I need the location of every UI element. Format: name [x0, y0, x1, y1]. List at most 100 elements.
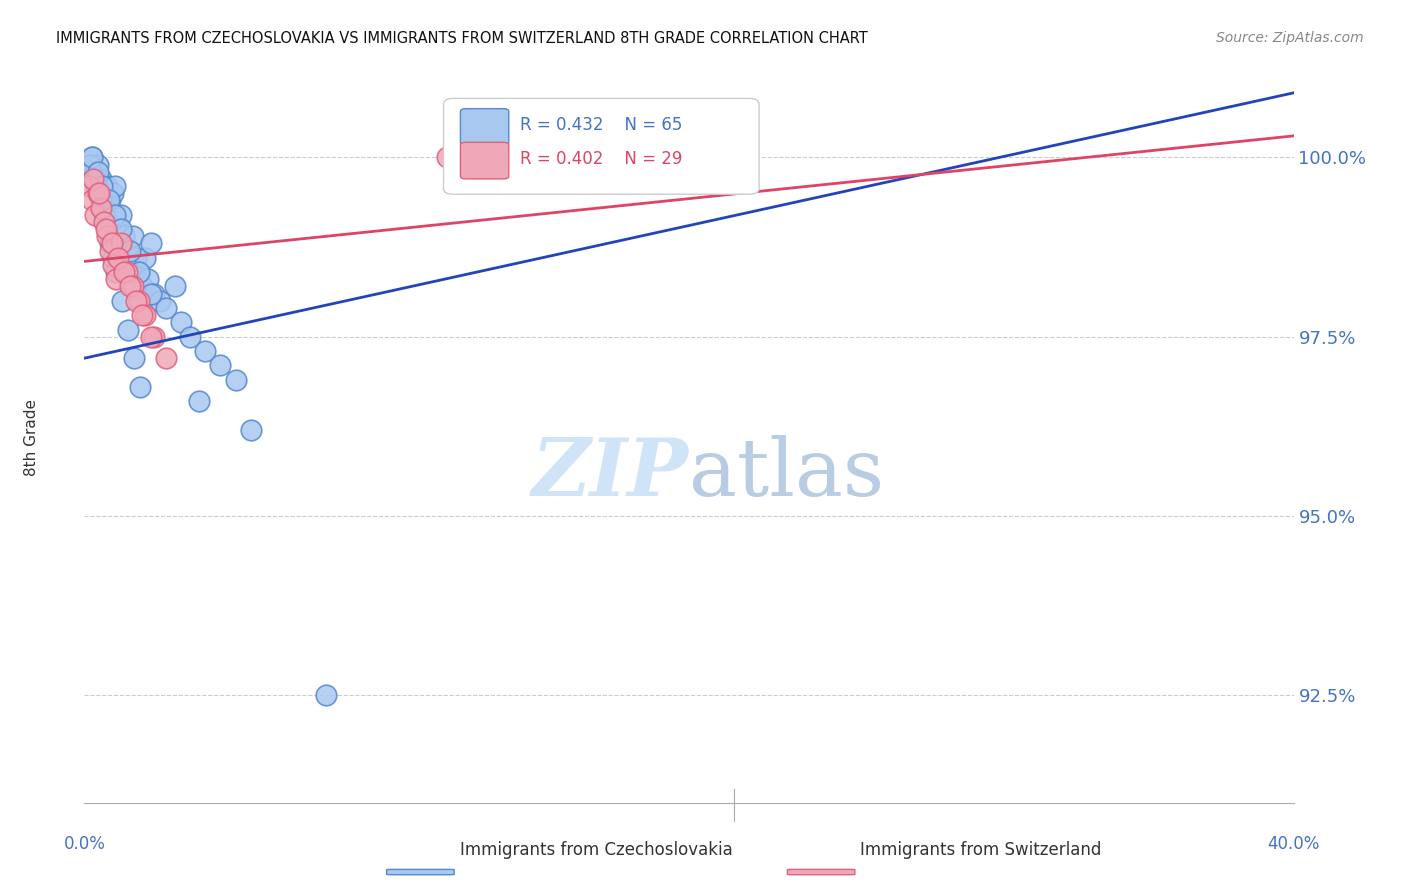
Point	[209, 359, 232, 373]
Text: IMMIGRANTS FROM CZECHOSLOVAKIA VS IMMIGRANTS FROM SWITZERLAND 8TH GRADE CORRELAT: IMMIGRANTS FROM CZECHOSLOVAKIA VS IMMIGR…	[56, 31, 868, 46]
Point	[155, 351, 177, 366]
Point	[79, 158, 101, 172]
Point	[104, 179, 127, 194]
Point	[136, 272, 159, 286]
FancyBboxPatch shape	[460, 109, 509, 145]
Point	[90, 172, 112, 186]
Point	[139, 286, 162, 301]
Point	[104, 208, 127, 222]
Point	[93, 208, 115, 222]
Point	[118, 279, 141, 293]
Point	[112, 229, 135, 244]
Point	[86, 179, 108, 194]
Point	[96, 229, 118, 244]
Point	[98, 236, 121, 251]
Point	[111, 293, 134, 308]
Text: 40.0%: 40.0%	[1267, 835, 1320, 853]
Point	[122, 351, 145, 366]
Point	[107, 222, 129, 236]
Point	[77, 179, 100, 194]
Point	[80, 150, 103, 164]
Point	[100, 236, 122, 251]
Point	[128, 293, 150, 308]
FancyBboxPatch shape	[387, 870, 454, 875]
Point	[101, 186, 124, 201]
Point	[110, 222, 132, 236]
Point	[87, 158, 110, 172]
Point	[93, 201, 115, 215]
Text: 8th Grade: 8th Grade	[24, 399, 39, 475]
Point	[89, 186, 111, 201]
Point	[139, 329, 162, 343]
Point	[121, 229, 143, 244]
Point	[179, 329, 201, 343]
Text: R = 0.432    N = 65: R = 0.432 N = 65	[520, 116, 682, 134]
Point	[107, 251, 129, 265]
Point	[79, 165, 101, 179]
Point	[89, 186, 111, 201]
Point	[121, 279, 143, 293]
Point	[110, 236, 132, 251]
Point	[112, 265, 135, 279]
Point	[115, 265, 138, 279]
Point	[139, 236, 162, 251]
Point	[91, 179, 114, 194]
Point	[82, 172, 104, 186]
Point	[96, 179, 118, 194]
Point	[436, 150, 458, 164]
Point	[155, 301, 177, 315]
Point	[225, 373, 247, 387]
Point	[134, 308, 156, 322]
Point	[101, 258, 124, 272]
Point	[105, 265, 128, 279]
Point	[96, 222, 118, 236]
Point	[110, 208, 132, 222]
Text: Source: ZipAtlas.com: Source: ZipAtlas.com	[1216, 31, 1364, 45]
Point	[91, 194, 114, 208]
Point	[84, 172, 107, 186]
Point	[117, 322, 139, 336]
Point	[80, 150, 103, 164]
FancyBboxPatch shape	[460, 143, 509, 179]
Point	[97, 201, 120, 215]
Point	[142, 329, 165, 343]
Point	[87, 186, 110, 201]
Point	[80, 194, 103, 208]
Point	[128, 265, 150, 279]
Point	[165, 279, 187, 293]
Point	[131, 279, 153, 293]
Point	[82, 172, 104, 186]
Point	[93, 215, 115, 229]
Point	[188, 394, 211, 409]
Text: atlas: atlas	[689, 434, 884, 513]
Point	[105, 215, 128, 229]
Point	[648, 165, 671, 179]
Point	[101, 251, 124, 265]
Point	[77, 158, 100, 172]
Point	[170, 315, 193, 329]
Text: Immigrants from Czechoslovakia: Immigrants from Czechoslovakia	[460, 841, 733, 859]
Text: ZIP: ZIP	[531, 435, 689, 512]
Point	[105, 272, 128, 286]
Text: R = 0.402    N = 29: R = 0.402 N = 29	[520, 150, 682, 168]
Point	[118, 244, 141, 258]
Point	[94, 186, 117, 201]
Point	[194, 344, 217, 359]
Point	[98, 194, 121, 208]
Point	[90, 201, 112, 215]
Point	[131, 308, 153, 322]
Point	[239, 423, 262, 437]
Text: Immigrants from Switzerland: Immigrants from Switzerland	[860, 841, 1102, 859]
Point	[129, 380, 152, 394]
Point	[90, 194, 112, 208]
Point	[125, 293, 148, 308]
Point	[118, 258, 141, 272]
Point	[100, 208, 122, 222]
Point	[142, 286, 165, 301]
Point	[84, 165, 107, 179]
Point	[125, 251, 148, 265]
Point	[115, 244, 138, 258]
Point	[315, 688, 337, 702]
FancyBboxPatch shape	[443, 98, 759, 194]
Point	[97, 194, 120, 208]
